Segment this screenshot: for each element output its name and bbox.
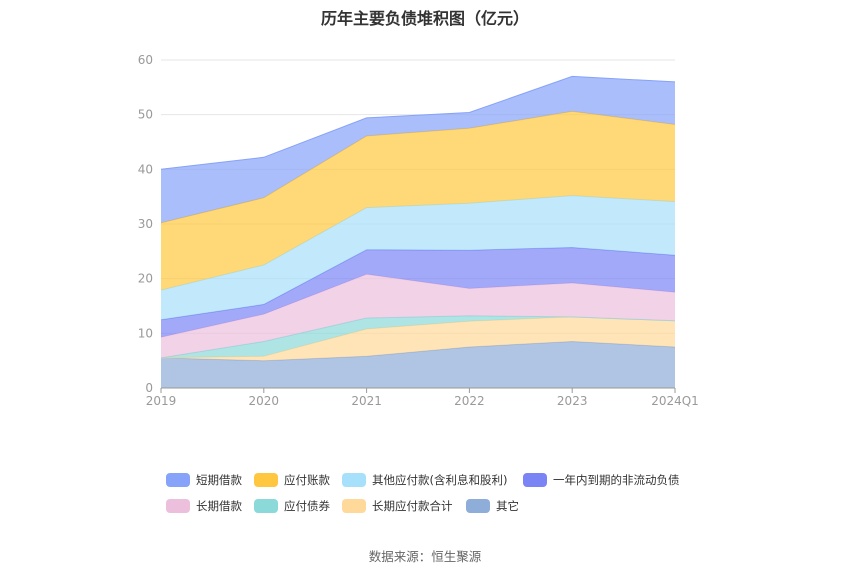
legend-swatch <box>254 499 278 513</box>
area-应付债券 <box>161 315 675 358</box>
legend-item-short-term-loans[interactable]: 短期借款 <box>166 472 242 488</box>
area-应付账款 <box>161 111 675 291</box>
area-一年内到期的非流动负债 <box>161 247 675 338</box>
y-tick-label: 60 <box>138 53 153 67</box>
y-tick-label: 0 <box>145 381 153 395</box>
legend-item-other[interactable]: 其它 <box>466 498 519 514</box>
legend-label: 短期借款 <box>196 473 242 487</box>
stacked-area-chart: 0 10 20 30 40 50 60 2019 2020 2021 2022 2023 2024Q1 <box>138 53 699 408</box>
y-tick-label: 20 <box>138 272 153 286</box>
area-其它 <box>161 341 675 388</box>
legend-label: 其它 <box>496 499 519 513</box>
y-tick-label: 40 <box>138 162 153 176</box>
legend-item-long-term-payables[interactable]: 长期应付款合计 <box>342 498 453 514</box>
legend-swatch <box>466 499 490 513</box>
area-其他应付款(含利息和股利) <box>161 195 675 320</box>
legend-label: 长期应付款合计 <box>372 499 453 513</box>
chart-title: 历年主要负债堆积图（亿元） <box>320 9 529 28</box>
x-tick-label: 2019 <box>146 394 177 408</box>
legend-item-long-term-loans[interactable]: 长期借款 <box>166 498 242 514</box>
area-长期借款 <box>161 274 675 358</box>
legend-item-accounts-payable[interactable]: 应付账款 <box>254 472 330 488</box>
x-tick-label: 2024Q1 <box>651 394 699 408</box>
legend-swatch <box>342 473 366 487</box>
legend-label: 长期借款 <box>196 499 242 513</box>
legend-swatch <box>342 499 366 513</box>
legend-swatch <box>166 499 190 513</box>
legend-item-current-noncurrent-liabilities[interactable]: 一年内到期的非流动负债 <box>523 472 680 488</box>
x-tick-label: 2023 <box>557 394 588 408</box>
x-tick-label: 2021 <box>351 394 382 408</box>
y-tick-label: 10 <box>138 326 153 340</box>
legend-item-other-payables[interactable]: 其他应付款(含利息和股利) <box>342 472 507 488</box>
legend-swatch <box>254 473 278 487</box>
y-tick-label: 30 <box>138 217 153 231</box>
legend-label: 应付债券 <box>284 499 330 513</box>
axes: 0 10 20 30 40 50 60 2019 2020 2021 2022 2023 2024Q1 <box>138 53 699 408</box>
legend-label: 其他应付款(含利息和股利) <box>372 473 508 487</box>
area-series <box>160 75 676 388</box>
data-source: 数据来源：恒生聚源 <box>368 549 482 564</box>
area-短期借款 <box>161 76 675 223</box>
x-tick-label: 2022 <box>454 394 485 408</box>
legend-label: 一年内到期的非流动负债 <box>553 473 680 487</box>
legend-item-bonds-payable[interactable]: 应付债券 <box>254 498 330 514</box>
area-edge-短期借款 <box>160 75 676 170</box>
legend-swatch <box>166 473 190 487</box>
legend-label: 应付账款 <box>284 473 330 487</box>
x-tick-label: 2020 <box>249 394 280 408</box>
legend-swatch <box>523 473 547 487</box>
y-tick-label: 50 <box>138 108 153 122</box>
